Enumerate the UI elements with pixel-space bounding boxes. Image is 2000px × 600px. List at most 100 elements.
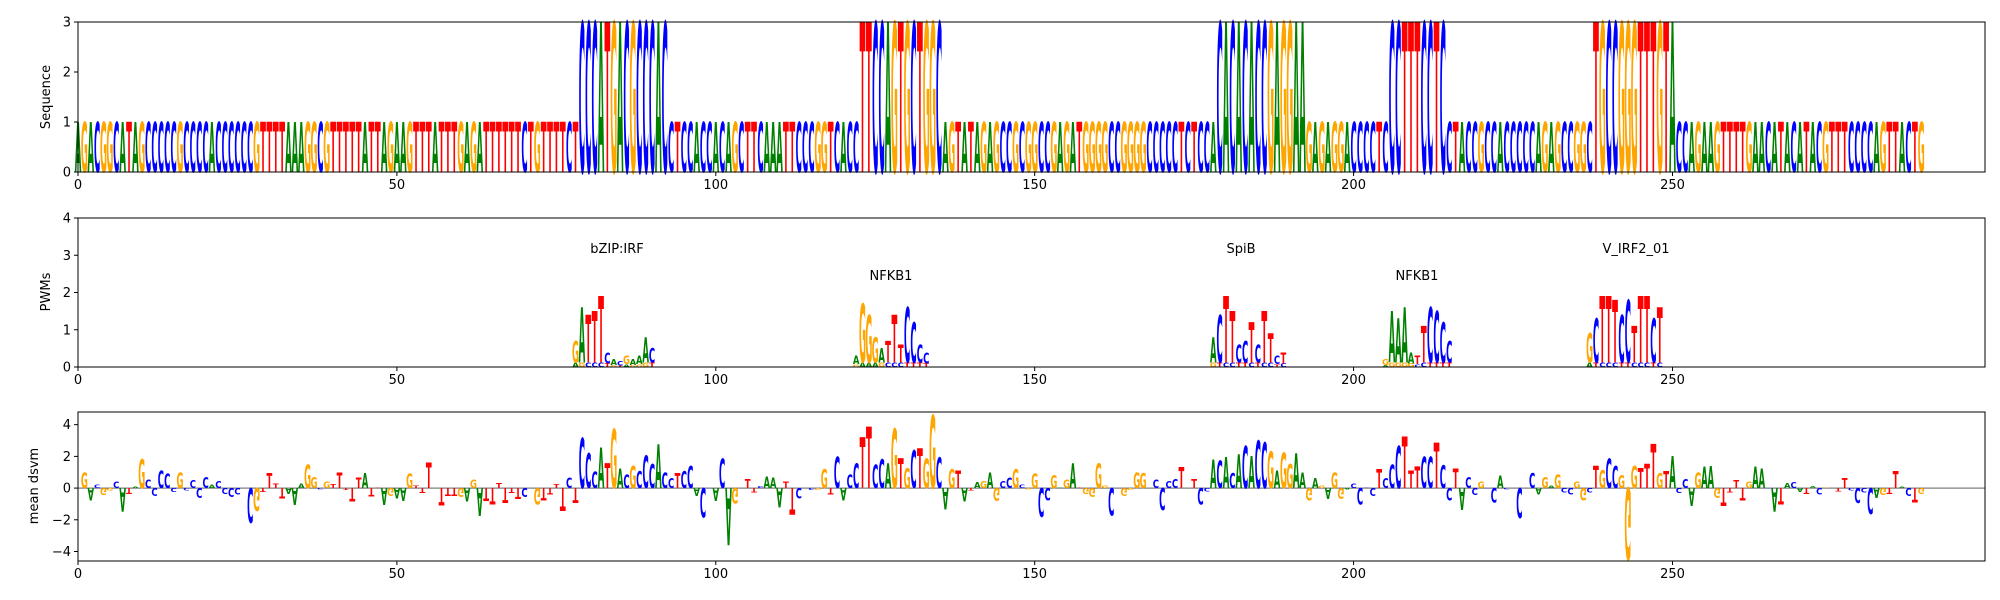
attribution-glyph: G	[1280, 445, 1287, 501]
attribution-glyph: A	[764, 474, 771, 493]
pwm-glyph: C	[1440, 312, 1446, 376]
pwm-glyph: C	[1242, 337, 1248, 371]
sequence-glyph: T	[1593, 0, 1599, 221]
pwm-glyph: T	[1625, 361, 1631, 368]
attribution-glyph: A	[464, 483, 471, 504]
sequence-glyph: G	[1063, 109, 1070, 189]
attribution-glyph: T	[675, 470, 681, 493]
sequence-glyph: C	[623, 0, 629, 221]
sequence-glyph: A	[1688, 109, 1695, 189]
pwm-glyph: C	[1606, 361, 1612, 368]
pwm-glyph: T	[917, 361, 923, 368]
attribution-glyph: T	[343, 487, 350, 490]
sequence-glyph: T	[349, 109, 355, 189]
pwm-glyph: G	[872, 331, 879, 371]
sequence-glyph: A	[1873, 109, 1880, 189]
pwm-glyph: T	[598, 279, 604, 385]
attribution-glyph: T	[1650, 433, 1656, 503]
sequence-glyph: C	[757, 109, 763, 189]
attribution-glyph: T	[1434, 429, 1440, 503]
attribution-glyph: C	[1363, 487, 1370, 488]
sequence-glyph: T	[1733, 109, 1739, 189]
sequence-glyph: T	[496, 109, 502, 189]
attribution-glyph: A	[1210, 452, 1217, 498]
sequence-glyph: T	[266, 109, 272, 189]
sequence-glyph: A	[961, 109, 968, 189]
sequence-glyph: T	[783, 109, 789, 189]
attribution-glyph: C	[1440, 461, 1446, 496]
attribution-glyph: A	[1223, 451, 1230, 500]
pwm-glyph: C	[917, 341, 923, 369]
pwm-glyph: C	[904, 292, 910, 381]
sequence-glyph: A	[598, 0, 605, 221]
sequence-glyph: G	[1331, 109, 1338, 189]
sequence-glyph: T	[1414, 0, 1420, 221]
sequence-glyph: C	[1114, 109, 1120, 189]
sequence-glyph: C	[1229, 0, 1235, 221]
sequence-glyph: A	[1899, 109, 1906, 189]
sequence-glyph: C	[1472, 109, 1478, 189]
sequence-glyph: T	[541, 109, 547, 189]
sequence-glyph: T	[502, 109, 508, 189]
pwm-glyph: C	[1229, 361, 1235, 368]
attribution-glyph: T	[496, 482, 502, 490]
pwm-glyph: A	[1382, 365, 1389, 368]
pwm-glyph: A	[859, 361, 866, 368]
pwm-glyph: T	[1427, 361, 1433, 368]
attribution-glyph: G	[1580, 483, 1587, 503]
attribution-glyph: G	[1879, 485, 1886, 496]
pwm-glyph: C	[1274, 355, 1280, 368]
sequence-glyph: G	[323, 109, 330, 189]
attribution-ytick-label: −4	[52, 545, 71, 560]
motif-label-nfkb1-b: NFKB1	[1396, 269, 1439, 284]
attribution-glyph: T	[828, 485, 834, 495]
attribution-glyph: G	[1133, 468, 1140, 493]
attribution-glyph: G	[1050, 473, 1057, 493]
sequence-glyph: C	[1427, 0, 1433, 221]
attribution-glyph: C	[228, 485, 234, 499]
attribution-glyph: G	[1127, 487, 1134, 490]
sequence-glyph: C	[151, 109, 157, 189]
attribution-glyph: C	[1166, 479, 1172, 491]
attribution-glyph: C	[1765, 488, 1772, 489]
pwm-glyph: A	[623, 364, 631, 369]
attribution-glyph: T	[1727, 486, 1734, 494]
sequence-glyph: G	[138, 109, 145, 189]
sequence-glyph: C	[1185, 109, 1191, 189]
attribution-xtick-label: 50	[389, 567, 406, 582]
attribution-glyph: G	[138, 452, 145, 498]
sequence-glyph: T	[955, 109, 961, 189]
attribution-glyph: C	[145, 479, 151, 491]
attribution-glyph: T	[1835, 487, 1841, 492]
attribution-glyph: A	[1873, 485, 1880, 500]
attribution-glyph: C	[1255, 428, 1261, 504]
attribution-glyph: A	[477, 478, 484, 524]
sequence-glyph: G	[1337, 109, 1344, 189]
sequence-glyph: T	[573, 109, 579, 189]
pwm-glyph: C	[898, 361, 904, 368]
attribution-glyph: C	[215, 479, 221, 491]
attribution-glyph: T	[751, 486, 757, 493]
sequence-glyph: C	[1867, 109, 1873, 189]
attribution-glyph: C	[1516, 477, 1522, 525]
sequence-glyph: C	[808, 109, 814, 189]
pwm-glyph: G	[865, 302, 872, 378]
sequence-glyph: A	[1810, 109, 1817, 189]
sequence-glyph: C	[1440, 0, 1446, 221]
sequence-glyph: C	[1484, 109, 1490, 189]
sequence-glyph: C	[1000, 109, 1006, 189]
attribution-glyph: C	[1389, 458, 1395, 496]
sequence-glyph: G	[1101, 109, 1108, 189]
pwm-glyph: T	[1261, 297, 1267, 380]
attribution-glyph: A	[1070, 457, 1077, 497]
sequence-glyph: T	[273, 109, 279, 189]
sequence-glyph: C	[1019, 109, 1025, 189]
sequence-glyph: G	[1656, 0, 1663, 221]
attribution-glyph: A	[885, 457, 892, 497]
attribution-glyph: C	[158, 467, 164, 495]
pwm-glyph: T	[1593, 361, 1599, 368]
pwm-glyph: G	[1395, 361, 1402, 368]
pwm-glyph: G	[629, 365, 636, 368]
attribution-glyph: C	[94, 484, 100, 489]
sequence-glyph: G	[891, 0, 898, 221]
